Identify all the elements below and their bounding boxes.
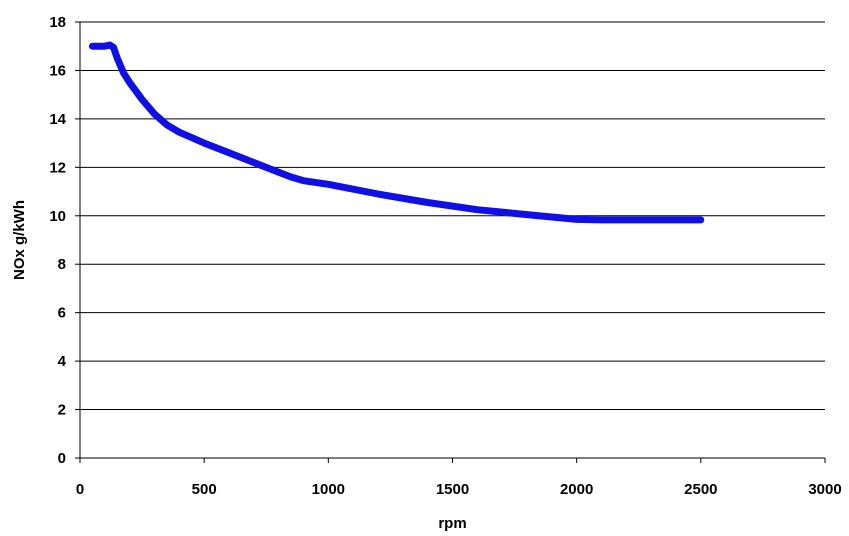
series-group xyxy=(88,41,705,224)
series-line-0 xyxy=(88,41,705,224)
x-tick-label-0: 0 xyxy=(76,481,84,498)
y-tick-label-16: 16 xyxy=(49,62,66,79)
y-tick-label-0: 0 xyxy=(58,450,66,467)
y-tick-label-14: 14 xyxy=(49,111,66,128)
x-tick-label-3000: 3000 xyxy=(808,481,841,498)
x-tick-label-2000: 2000 xyxy=(560,481,593,498)
axes xyxy=(75,21,826,463)
y-tick-label-8: 8 xyxy=(58,256,66,273)
x-axis-title: rpm xyxy=(438,515,466,532)
y-tick-label-6: 6 xyxy=(58,305,66,322)
y-tick-label-2: 2 xyxy=(58,402,66,419)
x-tick-labels: 0 500 1000 1500 2000 2500 3000 xyxy=(76,481,842,498)
y-tick-label-10: 10 xyxy=(49,208,66,225)
y-tick-label-12: 12 xyxy=(49,159,66,176)
x-tick-label-1500: 1500 xyxy=(436,481,469,498)
y-tick-labels: 0 2 4 6 8 10 12 14 16 18 xyxy=(49,14,66,467)
x-tick-label-500: 500 xyxy=(192,481,217,498)
y-tick-label-18: 18 xyxy=(49,14,66,31)
y-tick-label-4: 4 xyxy=(58,353,67,370)
x-tick-label-1000: 1000 xyxy=(312,481,345,498)
x-tick-label-2500: 2500 xyxy=(684,481,717,498)
gridlines xyxy=(80,21,825,411)
y-axis-title: NOx g/kWh xyxy=(11,200,28,280)
